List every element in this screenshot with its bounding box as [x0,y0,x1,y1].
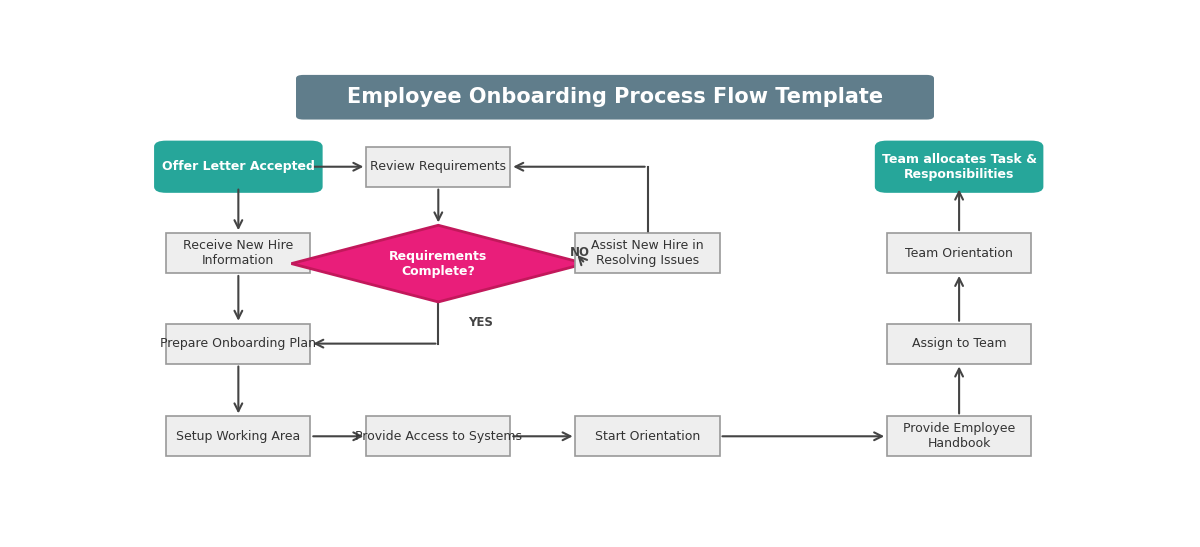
Polygon shape [292,225,586,302]
Text: Team allocates Task &
Responsibilities: Team allocates Task & Responsibilities [882,153,1037,181]
FancyBboxPatch shape [167,324,311,364]
Text: Setup Working Area: Setup Working Area [176,430,300,443]
FancyBboxPatch shape [576,233,720,273]
FancyBboxPatch shape [296,75,934,120]
Text: Assign to Team: Assign to Team [912,337,1007,350]
Text: YES: YES [468,316,492,329]
FancyBboxPatch shape [155,142,322,192]
Text: Employee Onboarding Process Flow Template: Employee Onboarding Process Flow Templat… [347,87,883,107]
Text: Requirements
Complete?: Requirements Complete? [389,249,487,277]
FancyBboxPatch shape [887,324,1031,364]
FancyBboxPatch shape [167,233,311,273]
FancyBboxPatch shape [887,416,1031,456]
Text: Prepare Onboarding Plan: Prepare Onboarding Plan [161,337,317,350]
FancyBboxPatch shape [887,233,1031,273]
Text: Assist New Hire in
Resolving Issues: Assist New Hire in Resolving Issues [592,239,704,267]
FancyBboxPatch shape [366,416,510,456]
FancyBboxPatch shape [576,416,720,456]
FancyBboxPatch shape [876,142,1043,192]
FancyBboxPatch shape [167,416,311,456]
Text: NO: NO [570,246,590,259]
Text: Offer Letter Accepted: Offer Letter Accepted [162,160,314,173]
Text: Receive New Hire
Information: Receive New Hire Information [184,239,294,267]
Text: Provide Employee
Handbook: Provide Employee Handbook [902,422,1015,450]
Text: Review Requirements: Review Requirements [371,160,506,173]
Text: Provide Access to Systems: Provide Access to Systems [355,430,522,443]
Text: Team Orientation: Team Orientation [905,247,1013,260]
FancyBboxPatch shape [366,147,510,187]
Text: Start Orientation: Start Orientation [595,430,700,443]
